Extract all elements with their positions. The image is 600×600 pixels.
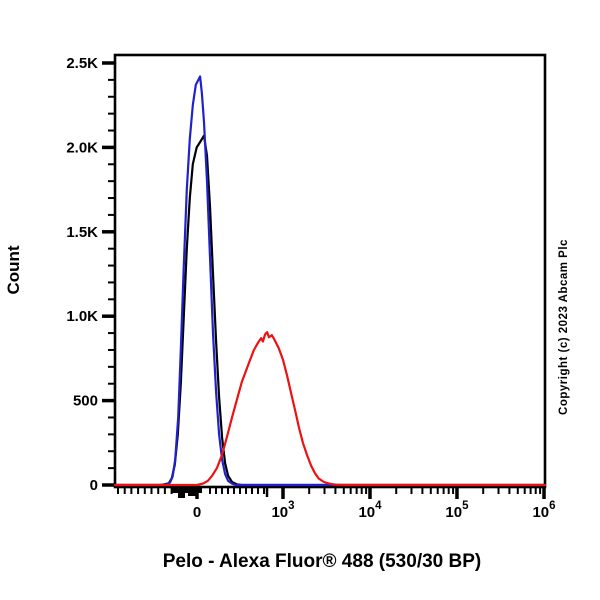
y-axis-tick-label: 1.0K xyxy=(66,308,98,325)
y-axis-title: Count xyxy=(4,245,23,295)
y-axis-tick-label: 500 xyxy=(73,393,98,410)
y-axis-tick-label: 1.5K xyxy=(66,224,98,241)
copyright-text: Copyright (c) 2023 Abcam Plc xyxy=(558,239,570,415)
black-curve xyxy=(113,134,547,487)
x-axis-tick-label: 105 xyxy=(445,500,469,521)
merged-ticks-band xyxy=(172,487,202,493)
x-axis-tick-label: 106 xyxy=(532,500,555,521)
y-axis-tick-label: 2.5K xyxy=(66,55,98,72)
x-axis-tick-label: 104 xyxy=(358,500,382,521)
merged-ticks-band xyxy=(177,487,186,498)
blue-curve xyxy=(113,75,547,487)
y-axis-tick-label: 2.0K xyxy=(66,139,98,156)
merged-ticks-band xyxy=(188,487,198,496)
x-axis-title: Pelo - Alexa Fluor® 488 (530/30 BP) xyxy=(162,551,482,572)
red-curve xyxy=(113,331,547,487)
x-axis-tick-label: 0 xyxy=(193,504,201,521)
plot-frame xyxy=(113,53,547,489)
x-axis-tick-label: 103 xyxy=(271,500,294,521)
y-axis-tick-label: 0 xyxy=(90,477,98,494)
